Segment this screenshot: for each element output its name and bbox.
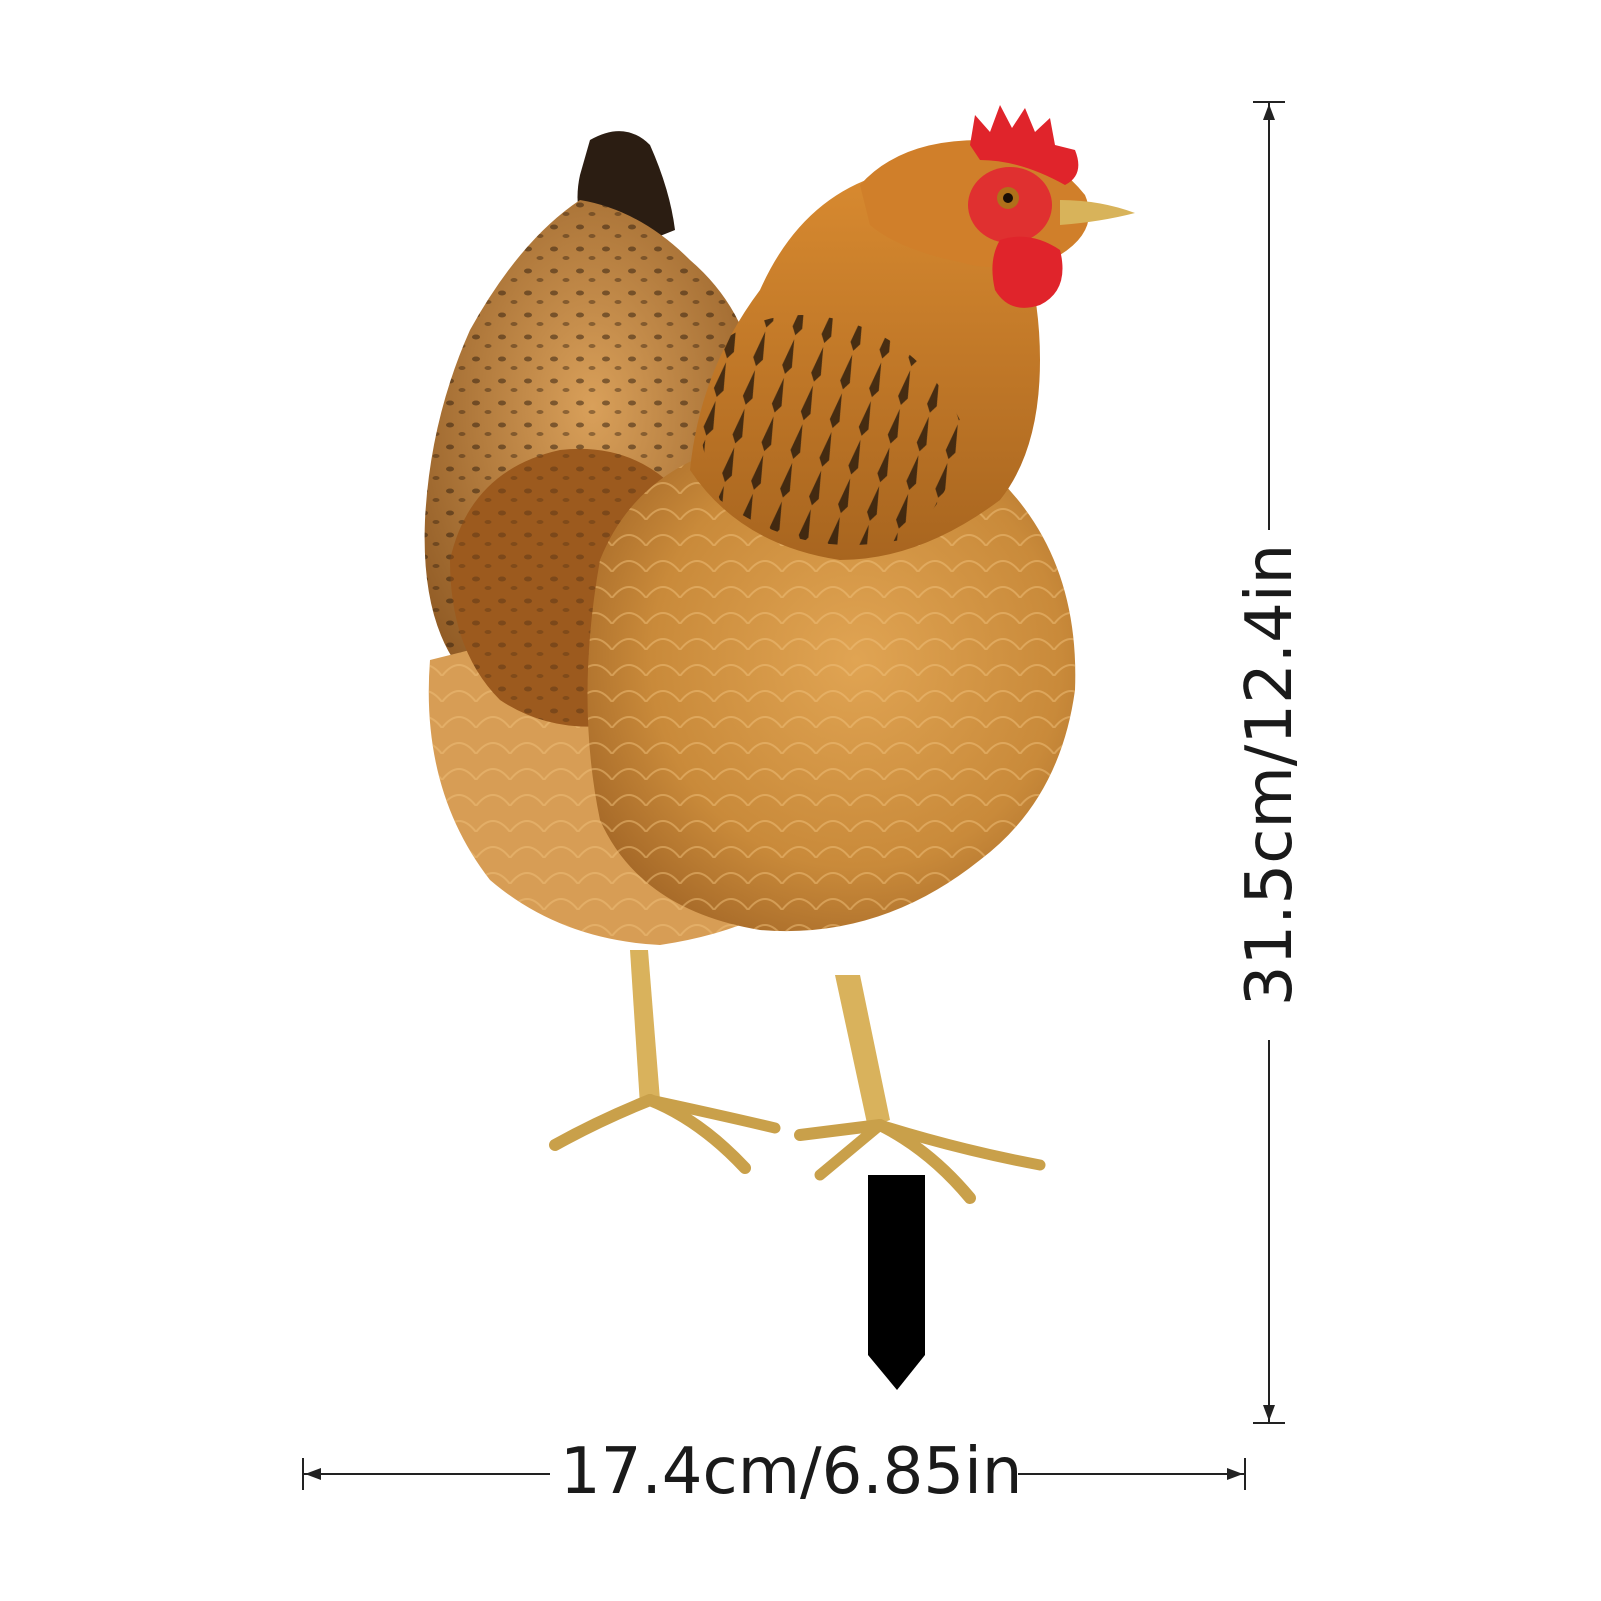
height-dimension-label: 31.5cm/12.4in xyxy=(1233,543,1307,1007)
width-dimension-indicator xyxy=(302,1458,1246,1490)
stake xyxy=(868,1175,925,1390)
chicken-legs xyxy=(549,950,1046,1204)
chicken-comb xyxy=(970,105,1079,185)
chicken-beak xyxy=(1060,200,1135,225)
chicken-wattle xyxy=(992,236,1063,308)
height-dimension-indicator xyxy=(1253,101,1285,1424)
chicken-illustration xyxy=(424,105,1135,1390)
width-dimension-label: 17.4cm/6.85in xyxy=(560,1435,1023,1509)
